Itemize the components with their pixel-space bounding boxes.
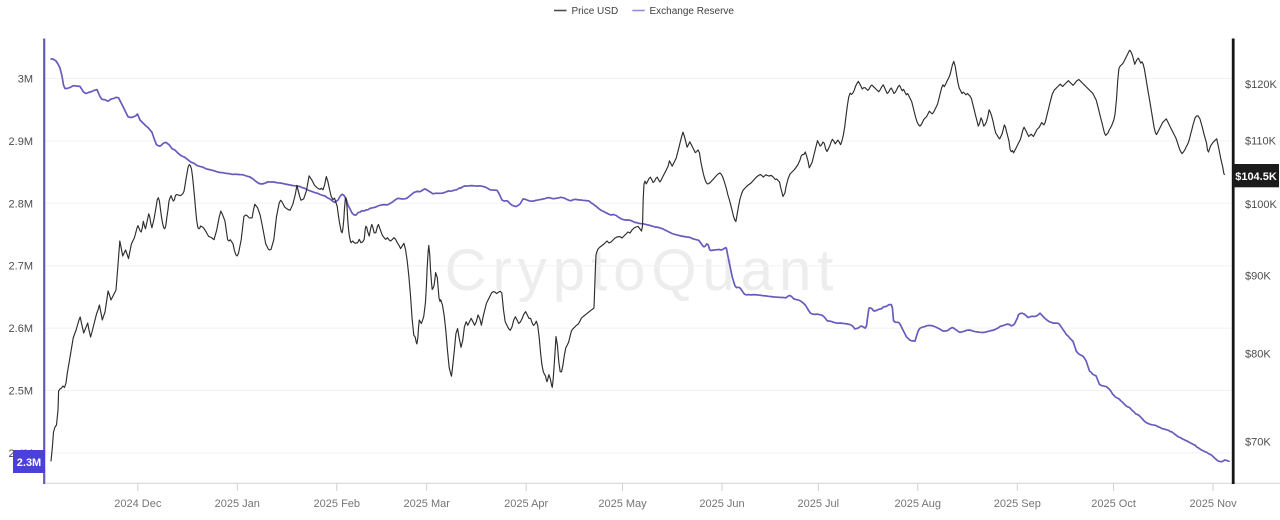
svg-text:$80K: $80K	[1245, 349, 1271, 361]
svg-text:2.7M: 2.7M	[9, 261, 33, 273]
svg-text:$120K: $120K	[1245, 79, 1277, 91]
svg-text:2.9M: 2.9M	[9, 136, 33, 148]
svg-text:$104.5K: $104.5K	[1235, 171, 1277, 183]
svg-text:2.8M: 2.8M	[9, 198, 33, 210]
svg-text:2.3M: 2.3M	[17, 457, 41, 469]
svg-text:2025 Jun: 2025 Jun	[699, 498, 744, 510]
svg-text:Price USD: Price USD	[572, 6, 619, 17]
svg-text:2025 May: 2025 May	[598, 498, 647, 510]
svg-text:2025 Nov: 2025 Nov	[1190, 498, 1238, 510]
svg-text:$70K: $70K	[1245, 437, 1271, 449]
svg-text:$100K: $100K	[1245, 199, 1277, 211]
svg-text:2025 Sep: 2025 Sep	[994, 498, 1041, 510]
svg-text:2025 Apr: 2025 Apr	[504, 498, 548, 510]
svg-text:$110K: $110K	[1245, 136, 1277, 148]
svg-text:2.6M: 2.6M	[9, 323, 33, 335]
svg-text:2025 Feb: 2025 Feb	[314, 498, 360, 510]
svg-text:Exchange Reserve: Exchange Reserve	[650, 6, 735, 17]
svg-text:2025 Aug: 2025 Aug	[895, 498, 942, 510]
svg-text:2024 Dec: 2024 Dec	[114, 498, 162, 510]
svg-text:2.5M: 2.5M	[9, 386, 33, 398]
svg-text:CryptoQuant: CryptoQuant	[445, 238, 840, 303]
svg-text:2025 Mar: 2025 Mar	[403, 498, 450, 510]
svg-text:2025 Jul: 2025 Jul	[798, 498, 840, 510]
svg-text:2025 Jan: 2025 Jan	[215, 498, 260, 510]
svg-text:$90K: $90K	[1245, 271, 1271, 283]
svg-text:3M: 3M	[18, 74, 33, 86]
svg-text:2025 Oct: 2025 Oct	[1091, 498, 1136, 510]
